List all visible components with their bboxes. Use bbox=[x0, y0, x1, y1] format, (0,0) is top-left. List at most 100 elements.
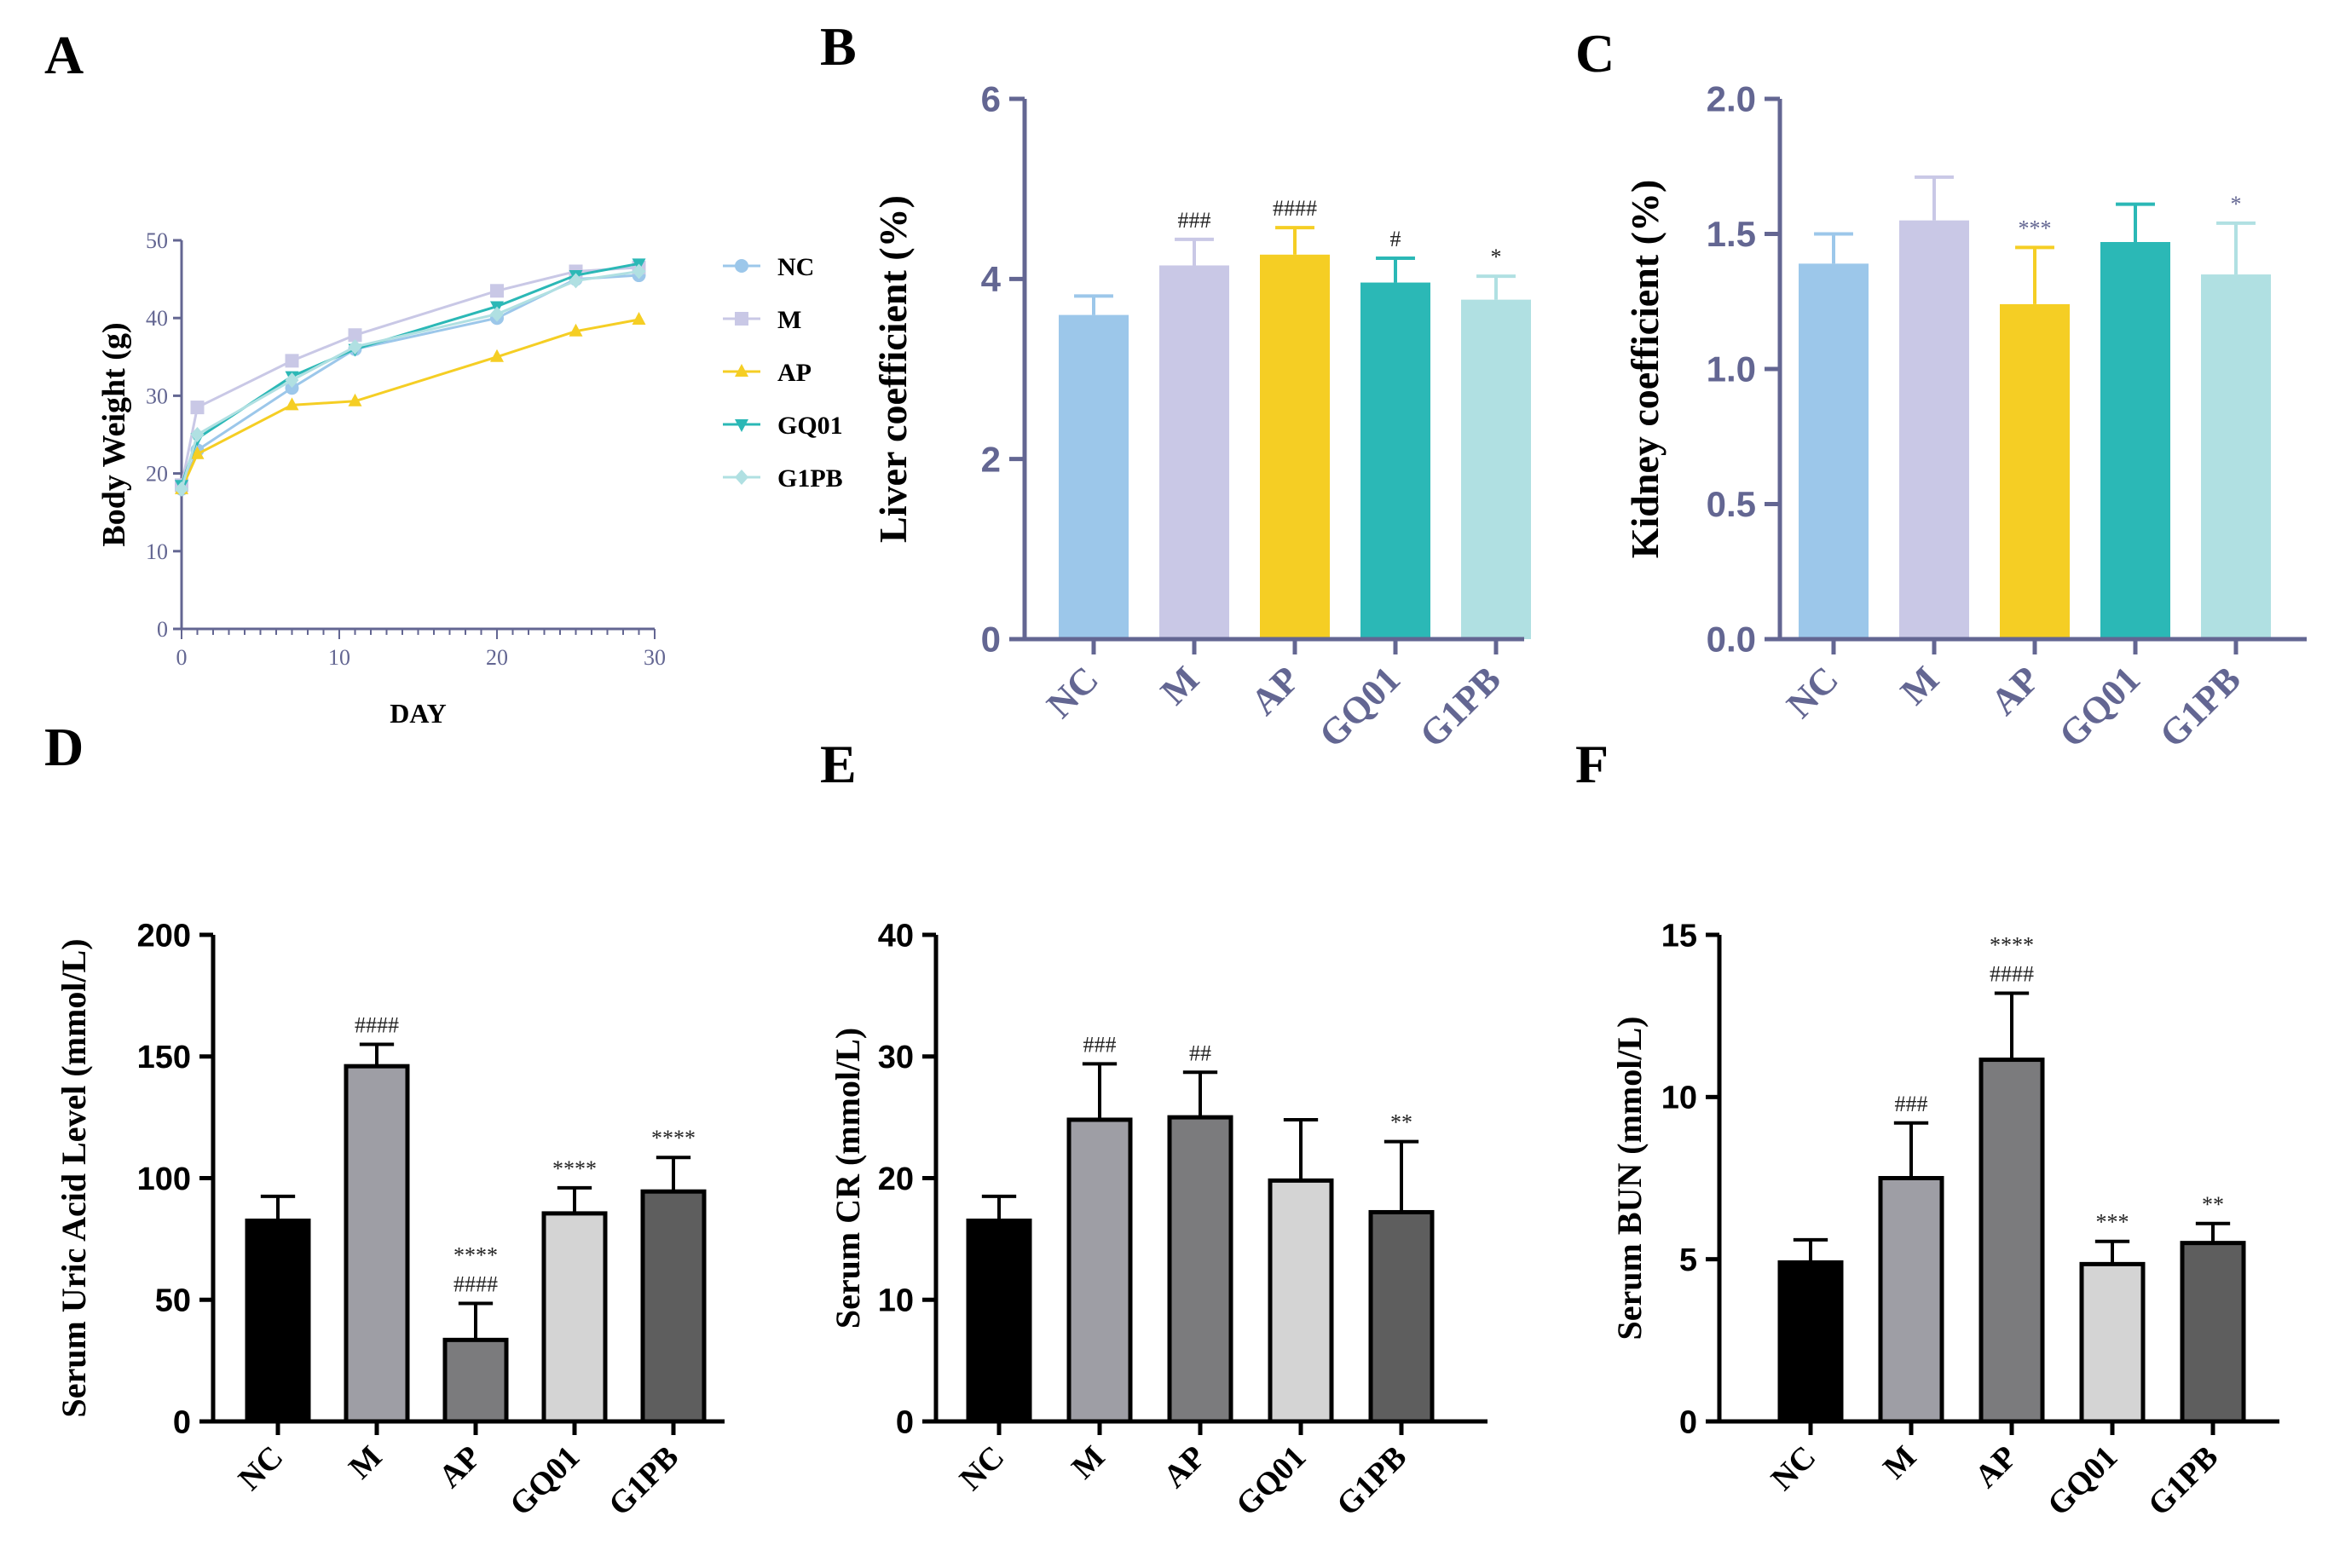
bar-g1pb bbox=[1461, 299, 1531, 639]
category-label-ap: AP bbox=[432, 1439, 488, 1496]
category-label-nc: NC bbox=[232, 1439, 291, 1498]
y-tick-label-0: 0 bbox=[981, 620, 1001, 660]
point-ap-6 bbox=[632, 312, 646, 326]
category-label-ap: AP bbox=[1983, 658, 2048, 723]
x-tick-label-3: 30 bbox=[644, 645, 666, 670]
category-label-m: M bbox=[342, 1439, 389, 1486]
point-m-1 bbox=[190, 401, 205, 415]
category-label-gq01: GQ01 bbox=[503, 1439, 586, 1523]
annotation-m-0: #### bbox=[355, 1012, 399, 1037]
y-tick-label-1: 2 bbox=[981, 439, 1001, 479]
annotation-gq01-0: **** bbox=[552, 1156, 597, 1181]
y-tick-label-4: 40 bbox=[146, 306, 168, 331]
y-tick-label-3: 30 bbox=[146, 383, 168, 408]
bar-nc bbox=[1059, 314, 1129, 639]
annotation-g1pb-0: * bbox=[2231, 192, 2242, 216]
annotation-gq01-0: *** bbox=[2096, 1210, 2129, 1235]
y-axis-label: Serum CR (mmol/L) bbox=[829, 1028, 867, 1329]
point-m-4 bbox=[490, 284, 504, 298]
bar-m bbox=[1878, 1176, 1944, 1424]
y-tick-label-3: 150 bbox=[137, 1040, 191, 1075]
category-label-g1pb: G1PB bbox=[2141, 1439, 2225, 1523]
y-tick-label-0: 0 bbox=[157, 617, 168, 642]
point-ap-4 bbox=[490, 349, 504, 362]
legend-label-gq01: GQ01 bbox=[777, 412, 843, 440]
bar-gq01 bbox=[541, 1211, 608, 1424]
category-label-nc: NC bbox=[1778, 658, 1846, 726]
y-axis-label: Serum BUN (mmol/L) bbox=[1610, 1017, 1649, 1340]
panel-label-d: D bbox=[44, 717, 84, 777]
annotation-ap-0: #### bbox=[1273, 196, 1317, 221]
y-tick-label-3: 30 bbox=[878, 1040, 914, 1075]
y-tick-label-5: 50 bbox=[146, 228, 168, 253]
bar-g1pb bbox=[1368, 1209, 1435, 1424]
y-tick-label-2: 1.0 bbox=[1707, 349, 1756, 389]
point-m-3 bbox=[348, 328, 362, 343]
bar-nc bbox=[1799, 263, 1869, 639]
y-tick-label-4: 40 bbox=[878, 918, 914, 954]
y-tick-label-1: 50 bbox=[155, 1283, 191, 1319]
point-g1pb-5 bbox=[569, 273, 583, 289]
y-tick-label-2: 20 bbox=[878, 1162, 914, 1197]
panel-label-c: C bbox=[1575, 23, 1615, 84]
legend-marker-m bbox=[735, 312, 748, 326]
y-tick-label-1: 0.5 bbox=[1707, 484, 1756, 524]
legend-marker-g1pb bbox=[735, 470, 748, 485]
serum-uric-acid-bar-chart: NC #### M #### **** AP **** GQ01 **** G1PB 0 50 100 1… bbox=[55, 918, 725, 1523]
annotation-gq01-0: # bbox=[1390, 227, 1401, 251]
annotation-ap-0: **** bbox=[1990, 933, 2034, 958]
series-line-m bbox=[180, 266, 639, 486]
category-label-gq01: GQ01 bbox=[2041, 1439, 2124, 1523]
point-ap-1 bbox=[190, 446, 205, 459]
kidney-coefficient-bar-chart: NC M *** AP GQ01 * G1PB 0.0 0.5 1.0 1.5 2.0 Kidney c… bbox=[1623, 79, 2307, 756]
category-label-g1pb: G1PB bbox=[1412, 658, 1509, 755]
category-label-nc: NC bbox=[1765, 1439, 1823, 1498]
y-tick-label-0: 0 bbox=[173, 1404, 191, 1440]
panel-label-f: F bbox=[1575, 734, 1609, 794]
serum-cr-bar-chart: NC ### M ## AP GQ01 ** G1PB 0 10 20 30 40 Serum CR (m… bbox=[829, 918, 1487, 1523]
annotation-ap-0: *** bbox=[2019, 216, 2052, 240]
bar-nc bbox=[966, 1218, 1032, 1424]
bar-nc bbox=[245, 1218, 311, 1424]
y-tick-label-2: 100 bbox=[137, 1162, 191, 1197]
body-weight-line-chart: 0 10 20 30 40 50 0 10 20 30 DAY Body Weight (g) NC MA… bbox=[96, 228, 843, 729]
bar-gq01 bbox=[2100, 242, 2170, 639]
y-tick-label-0: 0 bbox=[896, 1404, 914, 1440]
bar-ap bbox=[2000, 303, 2070, 639]
legend-label-ap: AP bbox=[777, 359, 812, 387]
y-tick-label-1: 5 bbox=[1679, 1242, 1697, 1278]
liver-coefficient-bar-chart: NC ### M #### AP # GQ01 * G1PB 0 2 4 6 Liver coeffici… bbox=[871, 79, 1531, 756]
category-label-g1pb: G1PB bbox=[602, 1439, 685, 1523]
point-m-2 bbox=[285, 354, 299, 368]
category-label-ap: AP bbox=[1157, 1439, 1213, 1496]
legend-marker-gq01 bbox=[735, 419, 748, 432]
bar-ap bbox=[1167, 1115, 1233, 1424]
point-g1pb-4 bbox=[490, 306, 504, 322]
point-g1pb-2 bbox=[285, 372, 299, 389]
annotation-m-0: ### bbox=[1083, 1032, 1117, 1057]
category-label-gq01: GQ01 bbox=[1311, 658, 1408, 755]
y-tick-label-3: 1.5 bbox=[1707, 214, 1756, 254]
x-tick-label-1: 10 bbox=[328, 645, 350, 670]
point-ap-2 bbox=[285, 397, 299, 411]
annotation-g1pb-0: ** bbox=[1390, 1110, 1412, 1135]
legend-marker-nc bbox=[735, 259, 748, 273]
category-label-gq01: GQ01 bbox=[1229, 1439, 1313, 1523]
bar-m bbox=[344, 1064, 410, 1424]
legend-marker-ap bbox=[735, 364, 748, 377]
y-axis-label: Body Weight (g) bbox=[96, 322, 132, 546]
panel-label-a: A bbox=[44, 25, 84, 85]
bar-gq01 bbox=[2079, 1261, 2146, 1424]
bar-gq01 bbox=[1360, 282, 1430, 639]
y-axis-label: Liver coefficient (%) bbox=[871, 195, 915, 543]
x-tick-label-0: 0 bbox=[176, 645, 188, 670]
x-axis-label: DAY bbox=[390, 698, 446, 729]
annotation-ap-1: #### bbox=[1990, 962, 2034, 987]
category-label-ap: AP bbox=[1968, 1439, 2025, 1496]
bar-g1pb bbox=[2180, 1241, 2246, 1424]
legend-label-g1pb: G1PB bbox=[777, 464, 843, 493]
y-axis-label: Serum Uric Acid Level (mmol/L) bbox=[55, 938, 93, 1417]
y-tick-label-4: 200 bbox=[137, 918, 191, 954]
y-tick-label-3: 6 bbox=[981, 79, 1001, 119]
